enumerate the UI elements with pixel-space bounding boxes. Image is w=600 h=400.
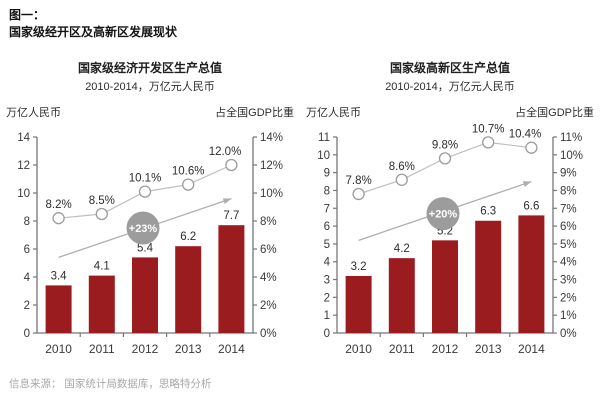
svg-text:8%: 8% bbox=[260, 216, 277, 228]
svg-text:8: 8 bbox=[324, 185, 330, 197]
svg-text:8%: 8% bbox=[560, 185, 577, 197]
svg-text:0%: 0% bbox=[260, 328, 277, 340]
report-header: 图一： 国家级经开区及高新区发展现状 bbox=[0, 0, 600, 41]
svg-text:2013: 2013 bbox=[175, 342, 202, 356]
svg-text:6: 6 bbox=[324, 221, 330, 233]
svg-text:9: 9 bbox=[324, 167, 330, 179]
svg-text:4: 4 bbox=[24, 272, 31, 284]
svg-text:9%: 9% bbox=[560, 167, 577, 179]
hightech-zones-plot: 0 1 2 3 4 5 6 7 8 9 10 11 0% 1% 2% 3% 4% 5% 6% 7% 8% 9% 10% 11%… bbox=[317, 123, 583, 356]
svg-text:7%: 7% bbox=[560, 203, 577, 215]
svg-text:1: 1 bbox=[324, 310, 330, 322]
axis-units: 万亿人民币 占全国GDP比重 bbox=[3, 104, 297, 120]
right-axis-unit-label: 占全国GDP比重 bbox=[515, 106, 594, 119]
svg-text:10: 10 bbox=[317, 149, 330, 161]
svg-text:11%: 11% bbox=[560, 132, 582, 144]
svg-text:1%: 1% bbox=[560, 310, 577, 322]
svg-text:10.6%: 10.6% bbox=[172, 165, 205, 177]
source-note: 信息来源： 国家统计局数据库，思略特分析 bbox=[9, 378, 212, 390]
svg-text:8.2%: 8.2% bbox=[45, 199, 71, 211]
chart-title: 国家级高新区生产总值 bbox=[389, 60, 510, 75]
figure-label: 图一： bbox=[9, 8, 46, 22]
chart-economic-dev-zones: 国家级经济开发区生产总值 2010-2014，万亿元人民币 万亿人民币 占全国G… bbox=[3, 59, 297, 376]
left-axis-unit-label: 万亿人民币 bbox=[306, 106, 361, 119]
svg-text:2014: 2014 bbox=[518, 342, 545, 356]
svg-text:0: 0 bbox=[324, 328, 330, 340]
svg-text:2: 2 bbox=[324, 292, 330, 304]
svg-text:4: 4 bbox=[324, 256, 331, 268]
svg-text:12%: 12% bbox=[260, 160, 283, 172]
svg-text:3%: 3% bbox=[560, 274, 577, 286]
svg-text:6%: 6% bbox=[260, 244, 277, 256]
left-axis-unit-label: 万亿人民币 bbox=[6, 106, 61, 119]
svg-text:6.6: 6.6 bbox=[523, 200, 539, 212]
svg-text:9.8%: 9.8% bbox=[432, 139, 458, 151]
svg-text:12.0%: 12.0% bbox=[209, 146, 242, 158]
svg-text:2012: 2012 bbox=[432, 342, 459, 356]
svg-text:4.1: 4.1 bbox=[94, 260, 110, 272]
svg-text:2: 2 bbox=[24, 300, 30, 312]
svg-text:2011: 2011 bbox=[89, 342, 115, 356]
chart-title: 国家级经济开发区生产总值 bbox=[77, 60, 222, 75]
chart-subtitle: 2010-2014，万亿元人民币 bbox=[85, 80, 215, 93]
svg-text:11: 11 bbox=[318, 132, 330, 144]
svg-text:3: 3 bbox=[324, 274, 330, 286]
svg-text:8: 8 bbox=[24, 216, 30, 228]
economic-dev-zones-plot: 0 2 4 6 8 10 12 14 0% 2% 4% 6% 8% 10% 12% 14% 2010 2011 20… bbox=[17, 132, 283, 356]
svg-text:+23%: +23% bbox=[129, 223, 158, 235]
charts-row: 国家级经济开发区生产总值 2010-2014，万亿元人民币 万亿人民币 占全国G… bbox=[0, 59, 600, 376]
svg-text:2010: 2010 bbox=[345, 342, 372, 356]
svg-text:4.2: 4.2 bbox=[394, 243, 410, 255]
chart-subtitle: 2010-2014，万亿元人民币 bbox=[385, 80, 515, 93]
right-axis-unit-label: 占全国GDP比重 bbox=[215, 106, 294, 119]
svg-text:6.3: 6.3 bbox=[480, 205, 496, 217]
svg-text:10.4%: 10.4% bbox=[509, 128, 542, 140]
svg-text:5.4: 5.4 bbox=[137, 242, 154, 254]
svg-text:2013: 2013 bbox=[475, 342, 502, 356]
svg-text:2%: 2% bbox=[260, 300, 277, 312]
svg-text:8.6%: 8.6% bbox=[389, 160, 415, 172]
svg-text:5%: 5% bbox=[560, 239, 577, 251]
svg-text:14%: 14% bbox=[260, 132, 283, 144]
svg-text:4%: 4% bbox=[260, 272, 277, 284]
page-title: 国家级经开区及高新区发展现状 bbox=[9, 24, 178, 39]
svg-text:6.2: 6.2 bbox=[180, 231, 196, 243]
svg-text:2012: 2012 bbox=[132, 342, 159, 356]
axis-units: 万亿人民币 占全国GDP比重 bbox=[303, 104, 597, 120]
svg-text:7.7: 7.7 bbox=[223, 210, 239, 222]
svg-text:6: 6 bbox=[24, 244, 30, 256]
svg-text:6%: 6% bbox=[560, 221, 577, 233]
svg-text:0: 0 bbox=[24, 328, 30, 340]
svg-text:10%: 10% bbox=[560, 149, 583, 161]
svg-text:10%: 10% bbox=[260, 188, 283, 200]
svg-text:2014: 2014 bbox=[218, 342, 245, 356]
svg-text:12: 12 bbox=[17, 160, 30, 172]
svg-text:10.1%: 10.1% bbox=[129, 172, 162, 184]
svg-text:+20%: +20% bbox=[429, 208, 458, 220]
svg-text:2011: 2011 bbox=[389, 342, 415, 356]
svg-text:3.2: 3.2 bbox=[351, 261, 367, 273]
svg-text:10: 10 bbox=[17, 188, 30, 200]
svg-text:2%: 2% bbox=[560, 292, 577, 304]
svg-text:0%: 0% bbox=[560, 328, 577, 340]
svg-text:4%: 4% bbox=[560, 256, 577, 268]
svg-text:3.4: 3.4 bbox=[51, 270, 68, 282]
chart-hightech-zones: 国家级高新区生产总值 2010-2014，万亿元人民币 万亿人民币 占全国GDP… bbox=[303, 59, 597, 376]
svg-text:7: 7 bbox=[324, 203, 330, 215]
svg-text:14: 14 bbox=[17, 132, 30, 144]
svg-text:10.7%: 10.7% bbox=[472, 123, 505, 135]
svg-text:5: 5 bbox=[324, 239, 330, 251]
svg-text:8.5%: 8.5% bbox=[89, 195, 115, 207]
svg-text:2010: 2010 bbox=[45, 342, 72, 356]
svg-text:7.8%: 7.8% bbox=[345, 175, 371, 187]
